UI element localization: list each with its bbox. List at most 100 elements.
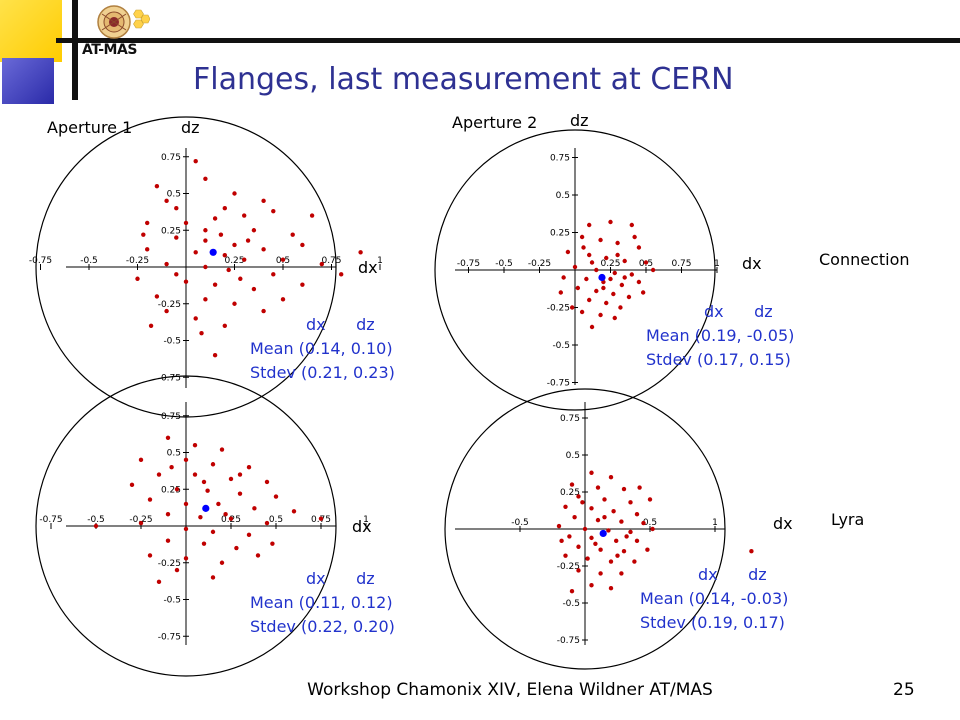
p4-point-36 xyxy=(619,571,624,576)
p3-point-1 xyxy=(192,442,198,448)
p3-point-35 xyxy=(219,560,225,565)
p4-ytick-label-5: -0.75 xyxy=(557,636,580,646)
p4-point-13 xyxy=(572,514,577,520)
p3-point-30 xyxy=(201,541,207,546)
p4-point-16 xyxy=(641,520,646,526)
p2-point-41 xyxy=(640,290,646,295)
p4-ytick-label-0: 0.75 xyxy=(560,414,580,424)
p4-ytick-label-4: -0.5 xyxy=(562,599,580,609)
p3-point-11 xyxy=(129,482,135,488)
p1-point-39 xyxy=(222,323,227,328)
p4-point-33 xyxy=(632,559,637,564)
p4-stats: dx dz Mean (0.14, -0.03) Stdev (0.19, 0.… xyxy=(640,563,788,635)
p3-xlabel: dx xyxy=(352,517,372,536)
p1-xtick-label-2: -0.25 xyxy=(126,256,149,266)
p2-point-13 xyxy=(594,267,599,273)
p3-point-12 xyxy=(174,487,180,492)
p4-point-0 xyxy=(589,470,594,475)
p1-point-4 xyxy=(222,206,227,211)
p3-xtick-label-4: 0.5 xyxy=(269,515,283,525)
p3-point-20 xyxy=(291,509,297,514)
p4-xlabel: dx xyxy=(773,514,793,533)
p1-xtick-label-5: 0.75 xyxy=(321,256,341,266)
p2-point-42 xyxy=(581,245,586,250)
p2-point-2 xyxy=(629,222,634,228)
p4-point-11 xyxy=(611,509,616,514)
p1-point-8 xyxy=(183,220,189,226)
blue-accent-block xyxy=(2,58,54,104)
p2-point-35 xyxy=(589,260,595,265)
p1-point-15 xyxy=(261,247,266,252)
p1-ytick-label-0: 0.75 xyxy=(161,153,181,163)
p1-point-29 xyxy=(183,279,189,284)
at-mas-logo-image xyxy=(88,4,151,44)
p3-ytick-label-4: -0.5 xyxy=(163,596,181,606)
p3-point-33 xyxy=(147,553,153,558)
p1-point-46 xyxy=(141,232,146,237)
p1-point-38 xyxy=(193,316,198,321)
label-connection: Connection xyxy=(819,250,910,269)
p1-point-47 xyxy=(218,232,224,237)
p4-point-21 xyxy=(650,526,655,532)
p2-ytick-label-1: 0.5 xyxy=(556,191,570,201)
p4-point-47 xyxy=(593,541,598,546)
p2-point-36 xyxy=(615,252,620,258)
p3-ytick-label-2: 0.25 xyxy=(161,485,181,495)
horizontal-rule xyxy=(56,38,960,43)
p2-point-0 xyxy=(587,222,592,228)
p1-point-18 xyxy=(193,250,198,255)
p2-xtick-label-3: 0.25 xyxy=(600,259,620,269)
p3-point-24 xyxy=(264,520,270,526)
p2-point-31 xyxy=(598,312,603,318)
p4-ytick-label-2: 0.25 xyxy=(560,488,580,498)
p3-point-32 xyxy=(270,541,275,546)
p4-xtick-label-2: 1 xyxy=(712,518,718,528)
p4-point-15 xyxy=(619,519,624,524)
p2-point-28 xyxy=(604,300,609,306)
p2-point-21 xyxy=(636,279,642,285)
p1-point-1 xyxy=(193,158,198,164)
p3-xtick-label-0: -0.75 xyxy=(39,515,62,525)
p1-point-36 xyxy=(280,297,286,302)
p1-mean-point xyxy=(209,248,217,256)
p2-point-20 xyxy=(619,282,625,288)
slide-footer: Workshop Chamonix XIV, Elena Wildner AT/… xyxy=(307,680,713,700)
p3-point-6 xyxy=(246,465,252,470)
p1-point-32 xyxy=(300,282,305,287)
p3-point-5 xyxy=(210,462,216,467)
p1-point-6 xyxy=(271,208,276,214)
p1-ytick-label-5: -0.75 xyxy=(158,373,181,383)
p1-stats: dx dz Mean (0.14, 0.10) Stdev (0.21, 0.2… xyxy=(250,313,395,385)
p1-stats-header: dx dz xyxy=(306,315,375,334)
p3-point-27 xyxy=(210,529,216,535)
p4-mean: Mean (0.14, -0.03) xyxy=(640,589,789,608)
p1-point-12 xyxy=(174,235,179,240)
p4-point-4 xyxy=(621,486,627,492)
p3-point-19 xyxy=(252,506,257,511)
page-number: 25 xyxy=(893,680,915,700)
p1-point-7 xyxy=(145,220,150,226)
p2-point-32 xyxy=(612,315,617,321)
p2-point-14 xyxy=(612,270,617,276)
p3-point-23 xyxy=(228,516,234,521)
p4-point-8 xyxy=(647,497,653,502)
p3-point-9 xyxy=(228,476,234,482)
p2-ytick-label-4: -0.5 xyxy=(552,341,570,351)
p1-point-19 xyxy=(222,253,227,258)
p4-point-37 xyxy=(589,583,594,588)
p1-ytick-label-1: 0.5 xyxy=(167,190,181,200)
p1-xtick-label-3: 0.25 xyxy=(224,256,244,266)
p2-point-24 xyxy=(611,291,616,297)
p3-point-10 xyxy=(264,479,270,485)
p3-point-34 xyxy=(183,556,189,561)
p1-point-22 xyxy=(319,261,324,267)
p3-point-0 xyxy=(165,435,171,440)
p3-point-2 xyxy=(219,447,225,452)
p2-mean: Mean (0.19, -0.05) xyxy=(646,326,795,345)
p1-point-21 xyxy=(280,257,286,262)
p2-ytick-label-2: 0.25 xyxy=(550,229,570,239)
p2-point-1 xyxy=(608,219,613,225)
p2-ytick-label-3: -0.25 xyxy=(547,304,570,314)
p4-point-9 xyxy=(563,504,568,509)
